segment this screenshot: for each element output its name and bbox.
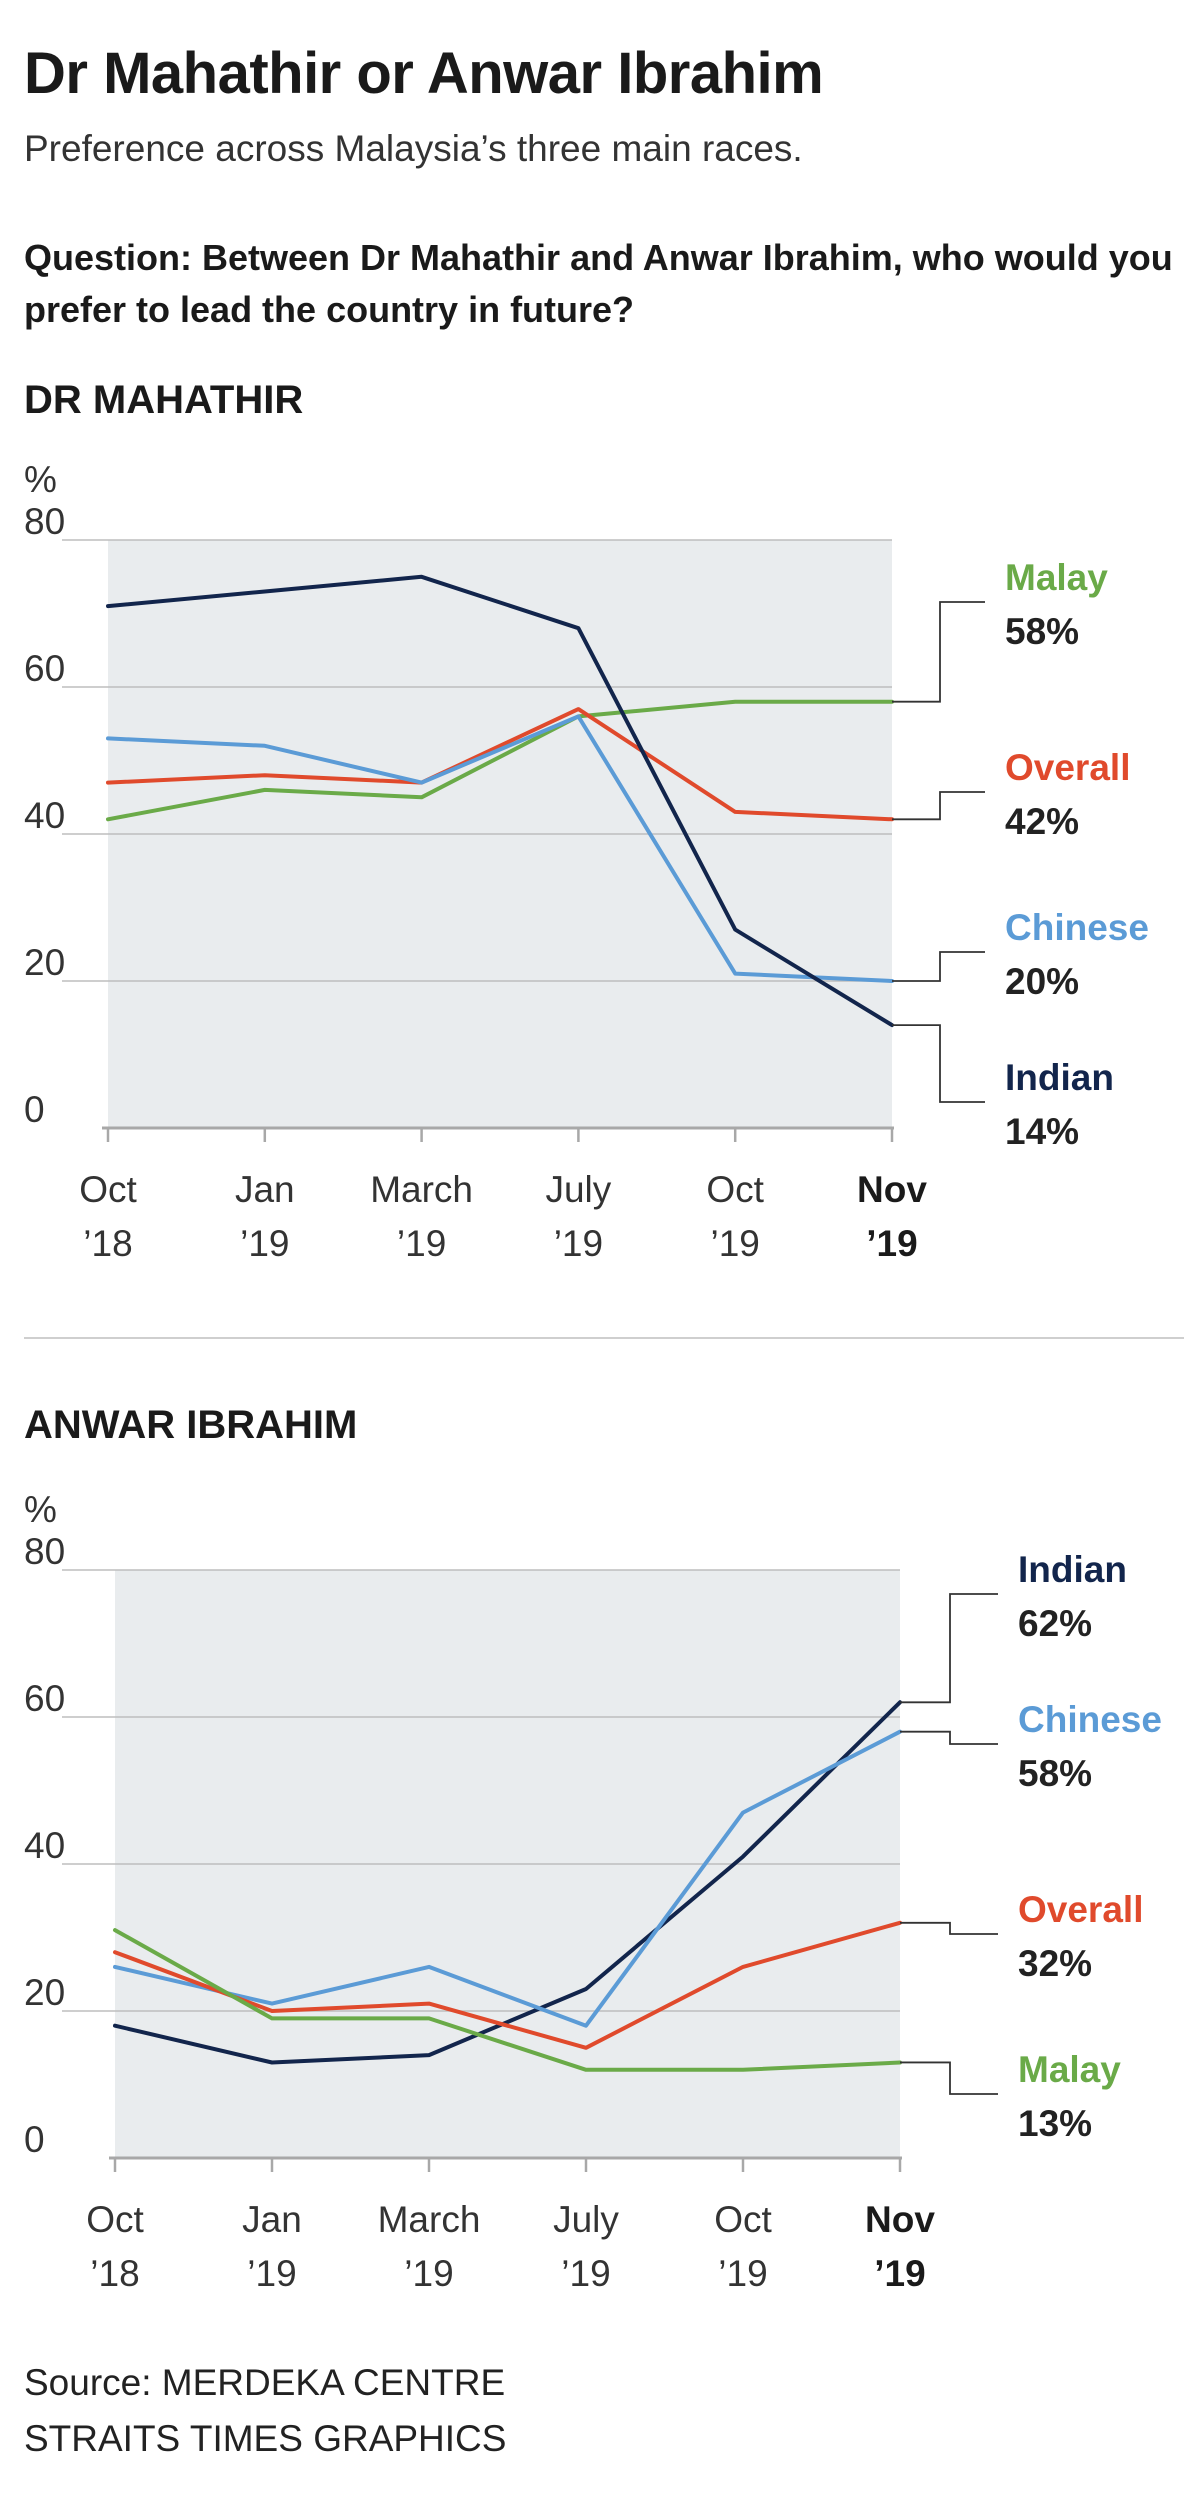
x-tick-label: Oct	[79, 1169, 137, 1210]
x-tick-label: ’18	[90, 2253, 139, 2294]
x-tick-label: ’19	[397, 1223, 446, 1264]
y-tick-label: 20	[24, 942, 65, 983]
y-tick-label: 40	[24, 795, 65, 836]
leader-line-indian	[892, 1024, 985, 1103]
series-value-overall: 42%	[1005, 801, 1079, 842]
y-tick-label: 0	[24, 1089, 45, 1130]
series-line-malay	[106, 699, 894, 822]
series-label-chinese: Chinese	[1005, 907, 1149, 948]
series-label-chinese: Chinese	[1018, 1699, 1162, 1740]
mahathir-line-chart: % 0 20 40 60 80 Oct ’18 Jan ’19 March ’19 July ’19 Oct…	[24, 459, 1149, 1264]
series-value-chinese: 20%	[1005, 961, 1079, 1002]
credit-line: STRAITS TIMES GRAPHICS	[24, 2418, 507, 2459]
series-label-malay: Malay	[1018, 2049, 1121, 2090]
series-value-malay: 58%	[1005, 611, 1079, 652]
x-tick-label: ’19	[866, 1223, 917, 1264]
series-label-overall: Overall	[1005, 747, 1130, 788]
survey-question: Question: Between Dr Mahathir and Anwar …	[24, 237, 1173, 330]
y-axis-label: %	[24, 1489, 57, 1530]
x-tick-label: Oct	[714, 2199, 772, 2240]
series-value-overall: 32%	[1018, 1943, 1092, 1984]
x-tick-label: ’19	[874, 2253, 925, 2294]
x-tick-label: ’18	[83, 1223, 132, 1264]
x-tick-label: ’19	[711, 1223, 760, 1264]
series-label-indian: Indian	[1005, 1057, 1114, 1098]
x-tick-label: Nov	[865, 2199, 935, 2240]
leader-line-indian	[900, 1593, 998, 1704]
y-tick-label: 20	[24, 1972, 65, 2013]
series-line-overall	[106, 707, 894, 822]
source-credit: Source: MERDEKA CENTRE STRAITS TIMES GRA…	[24, 2355, 506, 2467]
page-subtitle: Preference across Malaysia’s three main …	[24, 128, 803, 169]
x-tick-label: ’19	[554, 1223, 603, 1264]
x-tick-label: March	[378, 2199, 481, 2240]
x-tick-label: ’19	[561, 2253, 610, 2294]
section-divider	[24, 1337, 1184, 1339]
x-tick-label: Jan	[235, 1169, 295, 1210]
series-value-chinese: 58%	[1018, 1753, 1092, 1794]
x-tick-label: Oct	[86, 2199, 144, 2240]
series-value-indian: 62%	[1018, 1603, 1092, 1644]
series-label-overall: Overall	[1018, 1889, 1143, 1930]
x-tick-label: ’19	[240, 1223, 289, 1264]
chart-title-anwar: ANWAR IBRAHIM	[24, 1403, 358, 1447]
series-line-malay	[113, 1928, 902, 2072]
leader-line-malay	[892, 601, 985, 703]
y-axis-label: %	[24, 459, 57, 500]
x-tick-label: Jan	[242, 2199, 302, 2240]
leader-line-chinese	[892, 951, 985, 982]
y-tick-label: 0	[24, 2119, 45, 2160]
leader-line-malay	[900, 2061, 998, 2095]
series-value-malay: 13%	[1018, 2103, 1092, 2144]
x-tick-label: March	[370, 1169, 473, 1210]
x-tick-label: Nov	[857, 1169, 927, 1210]
series-line-indian	[106, 574, 894, 1028]
chart-title-mahathir: DR MAHATHIR	[24, 378, 304, 422]
x-tick-label: ’19	[718, 2253, 767, 2294]
series-line-chinese	[106, 714, 894, 983]
x-tick-label: July	[545, 1169, 611, 1210]
series-label-malay: Malay	[1005, 557, 1108, 598]
series-line-overall	[113, 1920, 902, 2050]
y-tick-label: 40	[24, 1825, 65, 1866]
x-tick-label: ’19	[247, 2253, 296, 2294]
x-tick-label: Oct	[706, 1169, 764, 1210]
leader-line-overall	[892, 791, 985, 821]
page-title: Dr Mahathir or Anwar Ibrahim	[24, 41, 824, 106]
y-tick-label: 80	[24, 501, 65, 542]
series-line-indian	[113, 1700, 902, 2065]
series-label-indian: Indian	[1018, 1549, 1127, 1590]
series-value-indian: 14%	[1005, 1111, 1079, 1152]
series-line-chinese	[113, 1729, 902, 2028]
source-line: Source: MERDEKA CENTRE	[24, 2362, 506, 2403]
leader-line-chinese	[900, 1730, 998, 1745]
anwar-line-chart: % 0 20 40 60 80 Oct ’18 Jan ’19 March ’19 July ’19 Oct…	[24, 1489, 1162, 2294]
y-tick-label: 60	[24, 1678, 65, 1719]
leader-line-overall	[900, 1921, 998, 1935]
y-tick-label: 60	[24, 648, 65, 689]
x-tick-label: ’19	[404, 2253, 453, 2294]
y-tick-label: 80	[24, 1531, 65, 1572]
x-tick-label: July	[553, 2199, 619, 2240]
